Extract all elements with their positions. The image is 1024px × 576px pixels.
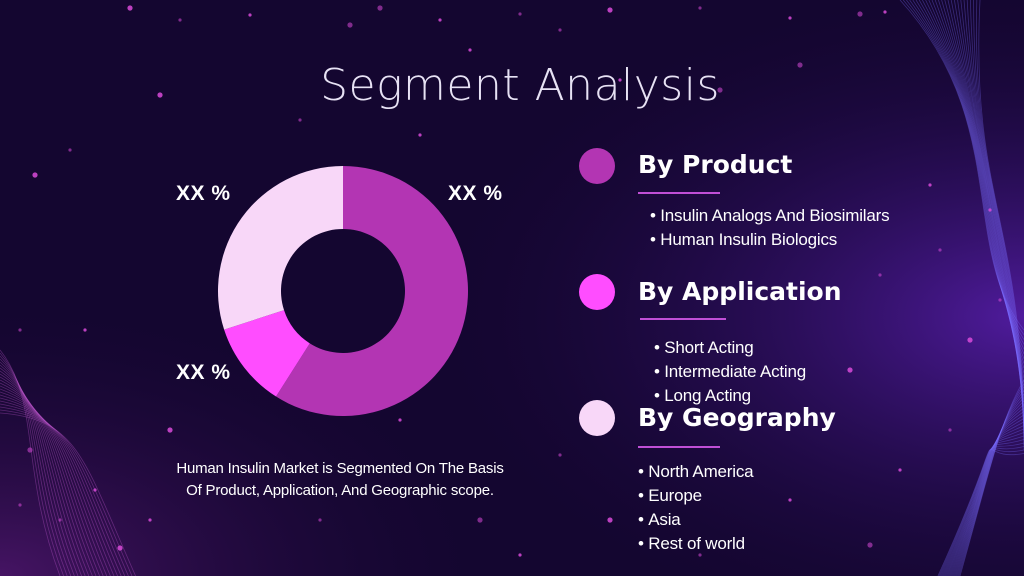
caption-line-1: Human Insulin Market is Segmented On The… bbox=[176, 460, 504, 477]
geography-list: North America Europe Asia Rest of world bbox=[638, 460, 753, 556]
list-item: North America bbox=[638, 460, 753, 484]
segment-heading-product: By Product bbox=[638, 150, 793, 179]
donut-slice-geography bbox=[218, 166, 343, 330]
donut-slice-product bbox=[276, 166, 468, 416]
donut-slice-application bbox=[224, 310, 310, 397]
donut-chart bbox=[218, 166, 468, 416]
chart-caption: Human Insulin Market is Segmented On The… bbox=[150, 458, 530, 502]
product-legend-dot bbox=[579, 148, 615, 184]
list-item: Long Acting bbox=[654, 384, 806, 408]
list-item: Asia bbox=[638, 508, 753, 532]
caption-line-2: Of Product, Application, And Geographic … bbox=[186, 482, 494, 499]
product-underline bbox=[638, 192, 720, 194]
segment-heading-geography: By Geography bbox=[638, 403, 836, 432]
list-item: Europe bbox=[638, 484, 753, 508]
slice-label-top-left: XX % bbox=[176, 182, 231, 205]
list-item: Intermediate Acting bbox=[654, 360, 806, 384]
application-list: Short Acting Intermediate Acting Long Ac… bbox=[654, 336, 806, 408]
application-underline bbox=[640, 318, 726, 320]
product-list: Insulin Analogs And Biosimilars Human In… bbox=[650, 204, 889, 252]
slice-label-bottom-left: XX % bbox=[176, 361, 231, 384]
geography-legend-dot bbox=[579, 400, 615, 436]
slice-label-top-right: XX % bbox=[448, 182, 503, 205]
segment-heading-application: By Application bbox=[638, 277, 842, 306]
list-item: Insulin Analogs And Biosimilars bbox=[650, 204, 889, 228]
geography-underline bbox=[638, 446, 720, 448]
application-legend-dot bbox=[579, 274, 615, 310]
list-item: Rest of world bbox=[638, 532, 753, 556]
list-item: Short Acting bbox=[654, 336, 806, 360]
page-title: Segment Analysis bbox=[320, 60, 720, 111]
list-item: Human Insulin Biologics bbox=[650, 228, 889, 252]
